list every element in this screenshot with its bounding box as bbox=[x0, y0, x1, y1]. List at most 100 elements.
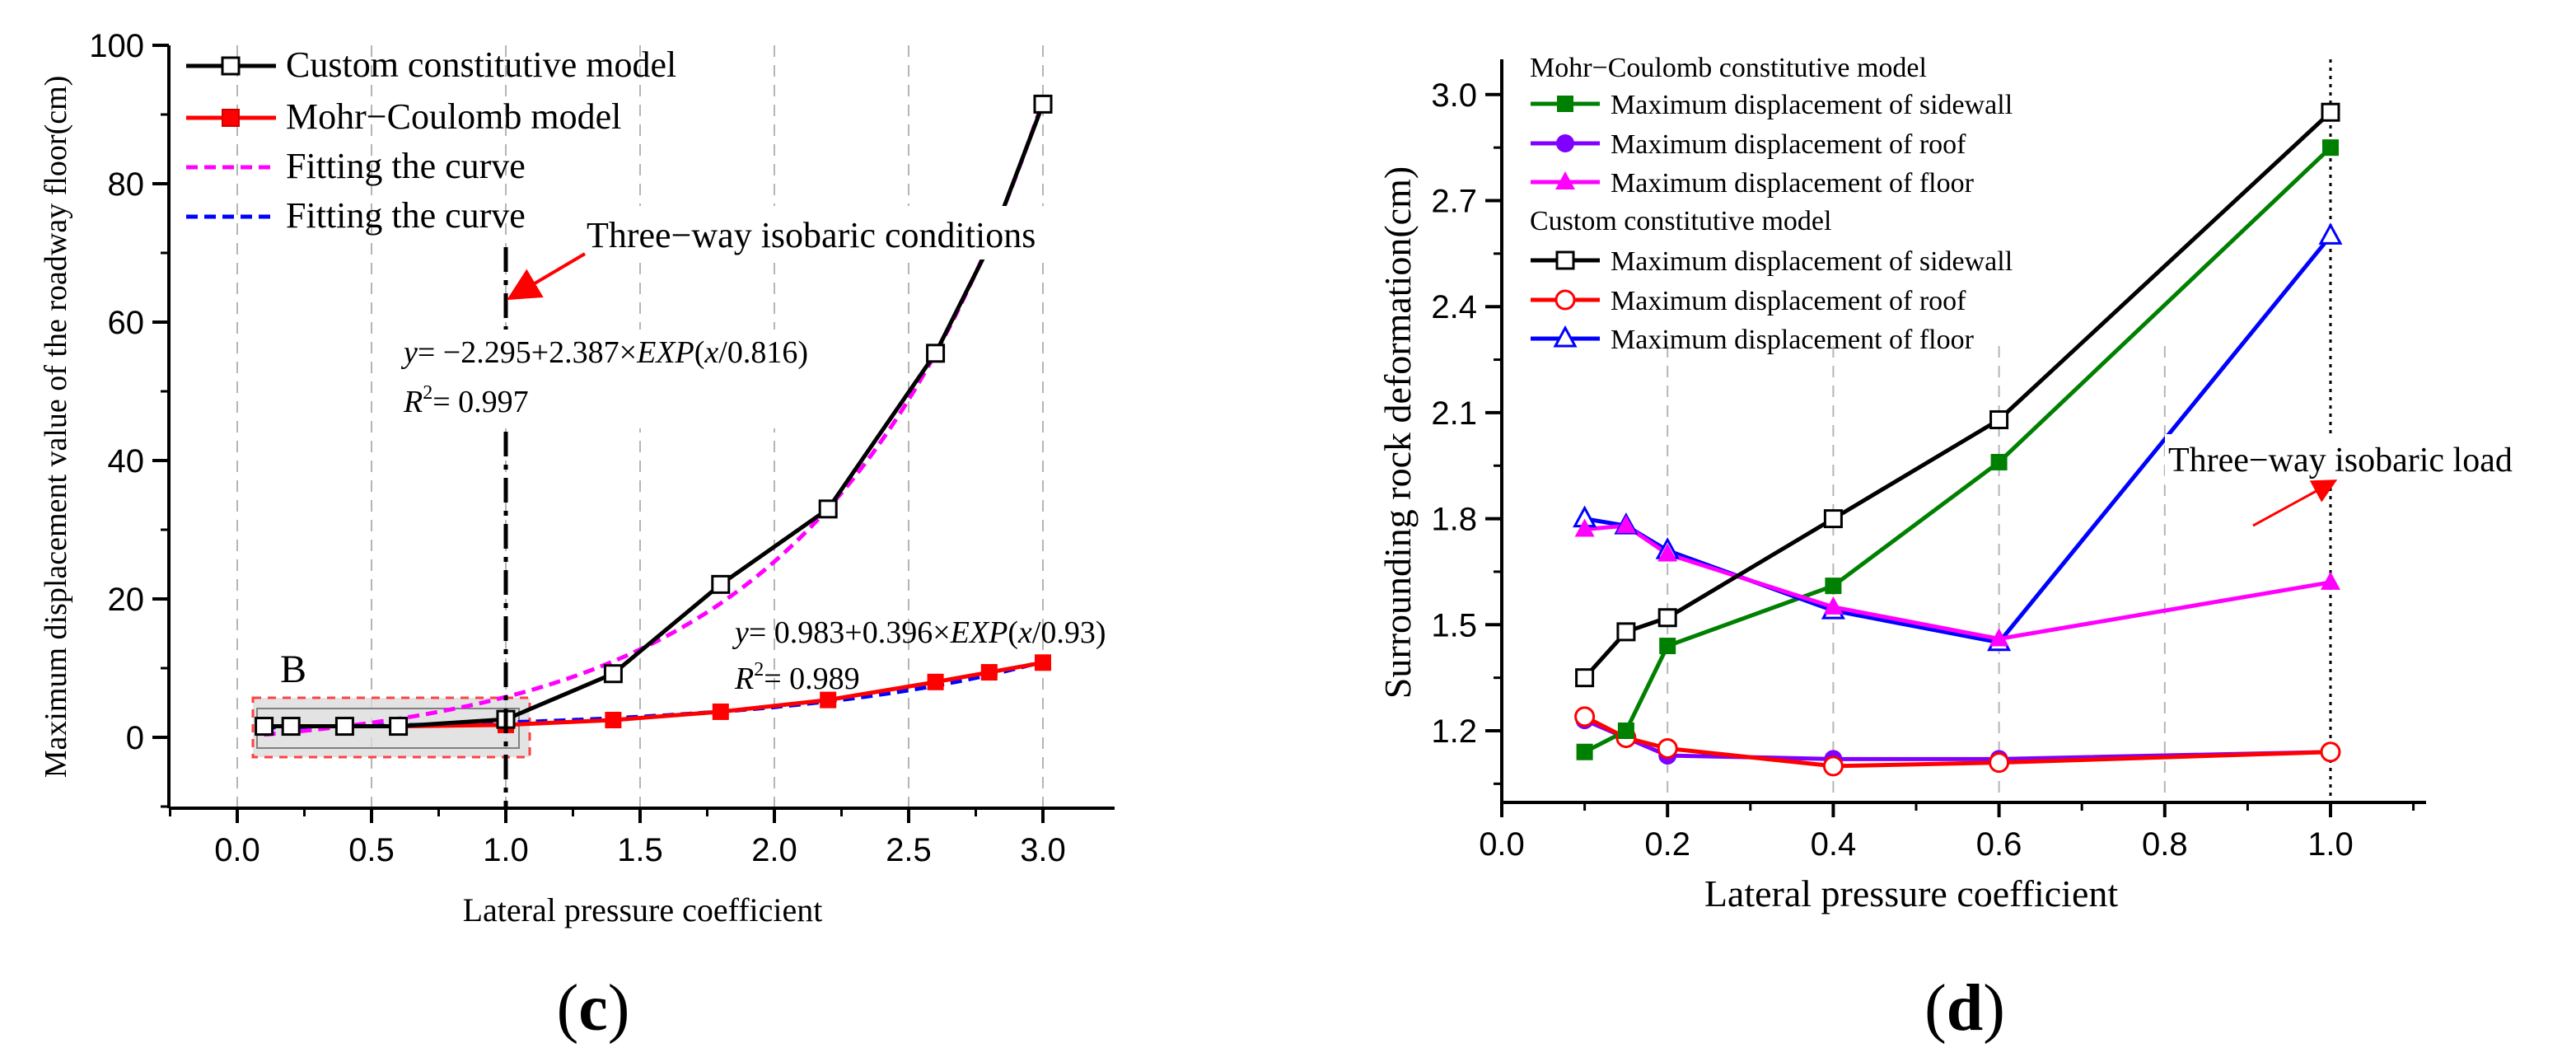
d-point-mc-floor bbox=[1989, 628, 2009, 647]
d-series bbox=[1573, 102, 2343, 777]
d-point-custom-roof bbox=[2320, 741, 2341, 763]
d-y-tick-label: 2.1 bbox=[1431, 395, 1477, 432]
c-annot-bg bbox=[581, 206, 1083, 260]
c-r2-1-sup: 2 bbox=[423, 382, 432, 404]
d-annot-isobaric-arrow bbox=[2252, 479, 2338, 527]
c-panel-paren-open: ( bbox=[557, 972, 579, 1045]
d-legend: Mohr−Coulomb constitutive model Maximum … bbox=[1530, 53, 2013, 355]
c-y-axis-title: Maximum displacement value of the roadwa… bbox=[39, 76, 73, 779]
c-annot-isobaric-arrow bbox=[507, 252, 587, 301]
c-r2-2-sup: 2 bbox=[754, 659, 764, 681]
c-region-b-label: B bbox=[280, 648, 306, 691]
c-r2-2: R2= 0.989 bbox=[734, 659, 860, 696]
d-legend-marker-custom-sidewall bbox=[1555, 250, 1575, 270]
d-y-axis-title: Surrounding rock deformation(cm) bbox=[1377, 166, 1419, 699]
c-x-axis-title: Lateral pressure coefficient bbox=[463, 891, 823, 928]
c-r2-2-val: = 0.989 bbox=[764, 662, 859, 696]
c-r2-1-val: = 0.997 bbox=[432, 385, 528, 419]
d-point-custom-sidewall bbox=[1616, 622, 1636, 642]
d-legend-marker-mc-floor bbox=[1555, 171, 1575, 189]
d-point-custom-sidewall bbox=[1657, 608, 1677, 628]
c-eq2-exp: EXP bbox=[950, 615, 1008, 650]
d-y-tick-label: 1.2 bbox=[1431, 713, 1477, 750]
c-point-custom bbox=[603, 664, 623, 684]
d-point-custom-sidewall bbox=[1989, 409, 2009, 429]
d-series-line-mc-floor bbox=[1584, 523, 2331, 642]
c-y-tick-label: 80 bbox=[108, 166, 145, 203]
c-x-tick-label: 0.0 bbox=[214, 832, 260, 868]
d-point-mc-sidewall bbox=[1825, 578, 1842, 595]
d-y-tick-label: 3.0 bbox=[1431, 77, 1477, 114]
c-ticks: 0.0 0.5 1.0 1.5 2.0 2.5 3.0 0 20 40 60 80 100 bbox=[89, 28, 1066, 868]
d-legend-label-custom-floor: Maximum displacement of floor bbox=[1611, 325, 1975, 355]
c-y-tick-label: 20 bbox=[108, 582, 145, 618]
d-point-custom-sidewall bbox=[1823, 509, 1843, 529]
c-point-custom bbox=[926, 344, 946, 363]
d-point-mc-floor bbox=[1657, 543, 1678, 562]
d-x-tick-label: 0.0 bbox=[1479, 826, 1525, 863]
c-annotations: Three−way isobaric conditions y= −2.295+… bbox=[280, 206, 1106, 696]
c-panel-label: (c) bbox=[557, 972, 630, 1045]
c-r2-2-label: R bbox=[734, 662, 754, 696]
d-legend-label-custom-roof: Maximum displacement of roof bbox=[1611, 286, 1966, 316]
c-point-custom bbox=[1033, 94, 1053, 114]
d-y-tick-label: 1.8 bbox=[1431, 502, 1477, 538]
c-eq2-x: x bbox=[1017, 615, 1032, 650]
c-point-custom bbox=[389, 717, 409, 737]
c-point-mohr-coulomb bbox=[1035, 654, 1051, 671]
c-legend-label-mc: Mohr−Coulomb model bbox=[286, 96, 621, 137]
d-grid bbox=[1667, 346, 2166, 802]
c-eq2-tail: /0.93) bbox=[1032, 615, 1106, 650]
d-point-custom-sidewall bbox=[2321, 102, 2340, 122]
c-point-custom bbox=[711, 574, 731, 594]
d-x-tick-label: 0.6 bbox=[1976, 826, 2022, 863]
d-y-tick-label: 2.7 bbox=[1431, 184, 1477, 220]
d-legend-marker-mc-roof bbox=[1556, 134, 1574, 152]
d-x-tick-label: 0.8 bbox=[2142, 826, 2188, 863]
d-annot-isobaric: Three−way isobaric load bbox=[2168, 442, 2513, 479]
c-legend: Custom constitutive model Mohr−Coulomb m… bbox=[186, 44, 676, 236]
c-point-mohr-coulomb bbox=[712, 703, 729, 720]
c-annot-isobaric: Three−way isobaric conditions bbox=[587, 215, 1036, 255]
d-legend-header-custom: Custom constitutive model bbox=[1530, 206, 1831, 236]
c-eq2-paren: ( bbox=[1007, 615, 1018, 650]
d-legend-marker-mc-sidewall bbox=[1557, 96, 1573, 112]
c-eq2: y= 0.983+0.396×EXP(x/0.93) bbox=[732, 615, 1106, 650]
c-panel-letter: c bbox=[578, 972, 608, 1045]
d-x-tick-label: 0.4 bbox=[1811, 826, 1857, 863]
c-y-tick-label: 40 bbox=[108, 443, 145, 479]
c-x-tick-label: 1.5 bbox=[617, 832, 663, 868]
c-point-mohr-coulomb bbox=[820, 691, 837, 709]
d-y-tick-label: 2.4 bbox=[1431, 289, 1477, 325]
c-eq1-exp: EXP bbox=[636, 335, 694, 370]
d-x-tick-label: 1.0 bbox=[2307, 826, 2354, 863]
c-legend-marker-mc bbox=[222, 109, 240, 127]
c-eq1-paren: ( bbox=[694, 335, 705, 370]
d-legend-label-mc-sidewall: Maximum displacement of sidewall bbox=[1611, 90, 2013, 120]
c-eq2-y: y bbox=[732, 615, 749, 650]
c-x-tick-label: 3.0 bbox=[1020, 832, 1066, 868]
c-y-tick-label: 0 bbox=[126, 720, 144, 756]
c-eq1-x: x bbox=[704, 335, 718, 370]
d-point-custom-roof bbox=[1989, 752, 2010, 774]
c-legend-marker-custom bbox=[221, 56, 241, 76]
c-point-custom bbox=[334, 717, 354, 737]
c-x-tick-label: 2.5 bbox=[886, 832, 932, 868]
d-point-mc-sidewall bbox=[1617, 723, 1634, 739]
d-panel-paren-open: ( bbox=[1924, 972, 1947, 1045]
c-eq1-y: y bbox=[400, 335, 418, 370]
d-point-custom-floor bbox=[2318, 222, 2343, 245]
c-legend-label-fit2: Fitting the curve bbox=[286, 195, 526, 236]
c-legend-label-fit1: Fitting the curve bbox=[286, 146, 526, 186]
d-ticks: 0.0 0.2 0.4 0.6 0.8 1.0 1.2 1.5 1.8 2.1 2.4 2.7 3.0 bbox=[1431, 77, 2415, 863]
d-point-mc-floor bbox=[1823, 596, 1844, 615]
d-panel-letter: d bbox=[1947, 972, 1984, 1045]
d-point-mc-sidewall bbox=[1576, 743, 1593, 760]
c-point-mohr-coulomb bbox=[605, 712, 622, 728]
c-eq1-tail: /0.816) bbox=[718, 335, 808, 370]
c-point-mohr-coulomb bbox=[980, 664, 998, 681]
d-point-custom-roof bbox=[1657, 737, 1678, 759]
c-point-custom bbox=[818, 499, 838, 519]
c-x-tick-label: 2.0 bbox=[751, 832, 797, 868]
c-eq1-rest: = −2.295+2.387× bbox=[418, 335, 637, 370]
